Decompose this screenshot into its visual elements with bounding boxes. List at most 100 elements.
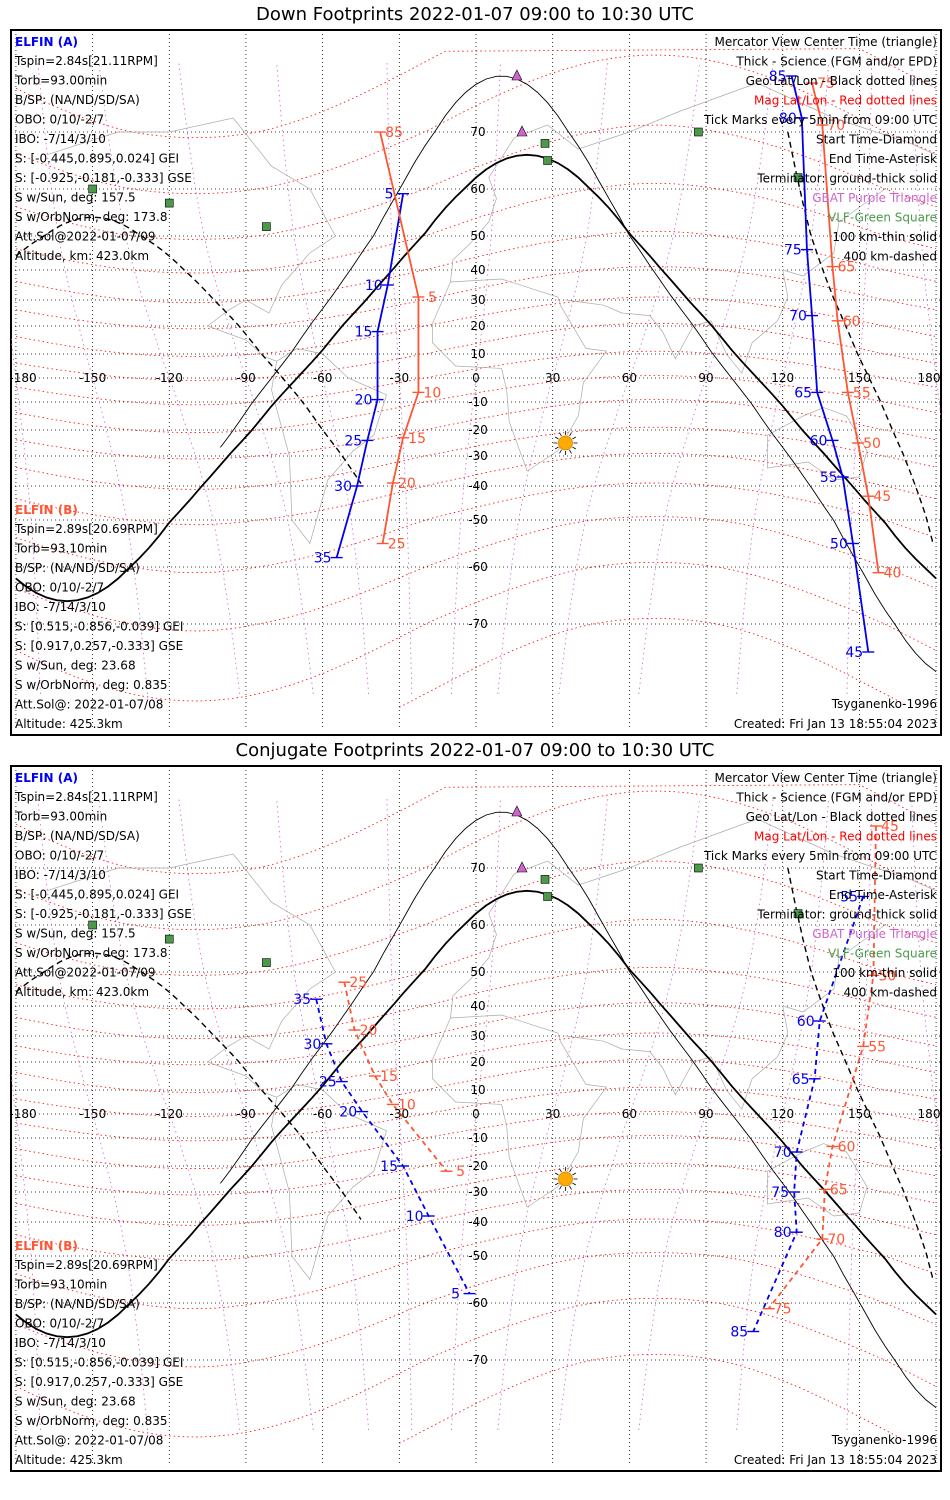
mag-meridian bbox=[911, 61, 950, 510]
sat-a-info-line: S: [-0.925,-0.181,-0.333] GSE bbox=[15, 171, 192, 185]
sat-a-name: ELFIN (A) bbox=[15, 771, 78, 785]
lat-tick-label: 50 bbox=[470, 965, 485, 979]
text-layer: -180 -150 -120 -90 -60 -30 0 30 60 90 120 150 180 70 6… bbox=[9, 771, 940, 1467]
legend-line: Mercator View Center Time (triangle) bbox=[715, 35, 937, 49]
lat-tick-label: -50 bbox=[468, 1249, 488, 1263]
model-label: Tsyganenko-1996 bbox=[831, 697, 937, 711]
mag-parallel bbox=[15, 399, 937, 460]
gbat-triangle-icon bbox=[516, 125, 528, 137]
mag-meridian bbox=[497, 797, 608, 1431]
vlf-square-icon bbox=[694, 127, 703, 137]
lat-tick-label: -60 bbox=[468, 560, 488, 574]
track-time-label-a: 45 bbox=[845, 645, 863, 661]
sat-a-name: ELFIN (A) bbox=[15, 35, 78, 49]
legend-line: 400 km-dashed bbox=[843, 986, 937, 1000]
lat-tick-label: -60 bbox=[468, 1296, 488, 1310]
legend-line: End Time-Asterisk bbox=[829, 152, 937, 166]
track-time-label-b: 50 bbox=[878, 968, 896, 984]
track-time-label-a: 60 bbox=[797, 1014, 815, 1030]
lon-tick-label: -120 bbox=[156, 1107, 183, 1121]
lon-tick-label: 60 bbox=[622, 371, 637, 385]
sat-b-info-line: S w/OrbNorm, deg: 0.835 bbox=[15, 678, 167, 692]
track-time-label-a: 50 bbox=[830, 537, 848, 553]
legend-line: Start Time-Diamond bbox=[816, 133, 937, 147]
sun-ray bbox=[559, 432, 562, 437]
mag-parallel bbox=[15, 1059, 937, 1117]
lat-tick-label: -70 bbox=[468, 1353, 488, 1367]
sat-b-info-line: Tspin=2.89s[20.69RPM] bbox=[14, 1258, 158, 1272]
track-time-label-b: 15 bbox=[408, 431, 426, 447]
mag-meridian bbox=[451, 61, 501, 695]
coastline bbox=[432, 1014, 607, 1208]
sat-a-info-line: S w/OrbNorm, deg: 173.8 bbox=[15, 946, 167, 960]
sun-ray bbox=[554, 436, 559, 440]
track-time-label-b: 10 bbox=[424, 385, 442, 401]
lat-tick-label: 40 bbox=[470, 999, 485, 1013]
track-time-label-a: 70 bbox=[774, 1145, 792, 1161]
coastline bbox=[46, 117, 336, 362]
sun-ray bbox=[569, 1185, 572, 1190]
mercator-map-conjugate: -180 -150 -120 -90 -60 -30 0 30 60 90 120 150 180 70 6… bbox=[0, 766, 950, 1471]
track-time-label-b: 25 bbox=[388, 537, 406, 553]
lat-tick-label: 20 bbox=[470, 1055, 485, 1069]
coastline bbox=[271, 1084, 387, 1281]
sat-b-info-line: OBO: 0/10/-2/7 bbox=[15, 1317, 104, 1331]
track-time-label-a: 25 bbox=[344, 433, 362, 449]
legend-line: Mercator View Center Time (triangle) bbox=[715, 771, 937, 785]
mag-parallel bbox=[15, 182, 937, 274]
track-time-label-b: 20 bbox=[398, 476, 416, 492]
lon-tick-label: -90 bbox=[236, 1107, 256, 1121]
lon-tick-label: 90 bbox=[698, 371, 713, 385]
mag-parallel bbox=[15, 1218, 937, 1310]
lat-tick-label: 70 bbox=[470, 861, 485, 875]
track-time-label-b: 45 bbox=[881, 819, 899, 835]
track-time-label-b: 15 bbox=[380, 1069, 398, 1085]
lat-tick-label: -50 bbox=[468, 513, 488, 527]
lon-tick-label: 90 bbox=[698, 1107, 713, 1121]
sat-a-info-line: S: [-0.925,-0.181,-0.333] GSE bbox=[15, 907, 192, 921]
panel-title-conjugate: Conjugate Footprints 2022-01-07 09:00 to… bbox=[235, 740, 715, 761]
lat-tick-label: 10 bbox=[470, 347, 485, 361]
mag-meridian bbox=[736, 61, 830, 695]
coastline bbox=[450, 818, 937, 1019]
sat-b-info-line: S: [0.515,-0.856,-0.039] GEI bbox=[15, 1356, 183, 1370]
gbat-triangle-icon bbox=[511, 805, 523, 817]
track-time-label-a: 5 bbox=[451, 1287, 460, 1303]
track-time-label-b: 70 bbox=[827, 118, 845, 134]
track-time-label-a: 85 bbox=[730, 1325, 748, 1341]
vlf-square-icon bbox=[88, 184, 97, 194]
sat-a-info-line: Att.Sol@2022-01-07/09 bbox=[15, 230, 156, 244]
sat-a-info-line: B/SP: (NA/ND/SD/SA) bbox=[15, 93, 140, 107]
mag-meridian bbox=[98, 61, 241, 695]
mag-meridian bbox=[37, 797, 148, 1431]
orbit-track-elfin-a bbox=[315, 998, 471, 1295]
track-time-label-b: 55 bbox=[853, 385, 871, 401]
track-time-label-a: 25 bbox=[319, 1075, 337, 1091]
sun-ray bbox=[569, 1168, 572, 1173]
map-frame bbox=[11, 30, 941, 735]
mag-meridian bbox=[846, 61, 873, 695]
mag-parallel bbox=[15, 426, 937, 490]
track-time-label-b: 20 bbox=[360, 1023, 378, 1039]
sat-b-info-line: S w/Sun, deg: 23.68 bbox=[15, 1395, 136, 1409]
legend-line: GBAT Purple Triangle bbox=[812, 927, 937, 941]
lat-tick-label: -40 bbox=[468, 1215, 488, 1229]
track-time-label-a: 15 bbox=[380, 1159, 398, 1175]
lat-tick-label: 10 bbox=[470, 1083, 485, 1097]
coastline bbox=[46, 853, 336, 1098]
mag-parallel bbox=[15, 266, 937, 330]
track-time-label-b: 75 bbox=[817, 76, 835, 92]
mag-parallel bbox=[15, 375, 937, 433]
sun-ray bbox=[569, 432, 572, 437]
sun-ray bbox=[554, 1172, 559, 1176]
track-time-label-b: 45 bbox=[873, 489, 891, 505]
mag-meridian bbox=[37, 61, 148, 695]
vlf-square-icon bbox=[540, 875, 550, 884]
mag-parallel bbox=[15, 1135, 937, 1196]
sat-a-info-line: Torb=93.00min bbox=[14, 810, 107, 824]
track-time-label-a: 20 bbox=[339, 1105, 357, 1121]
lon-tick-label: 30 bbox=[545, 1107, 560, 1121]
lat-tick-label: -10 bbox=[468, 395, 488, 409]
mag-meridian bbox=[558, 61, 701, 695]
track-time-label-b: 60 bbox=[838, 1139, 856, 1155]
